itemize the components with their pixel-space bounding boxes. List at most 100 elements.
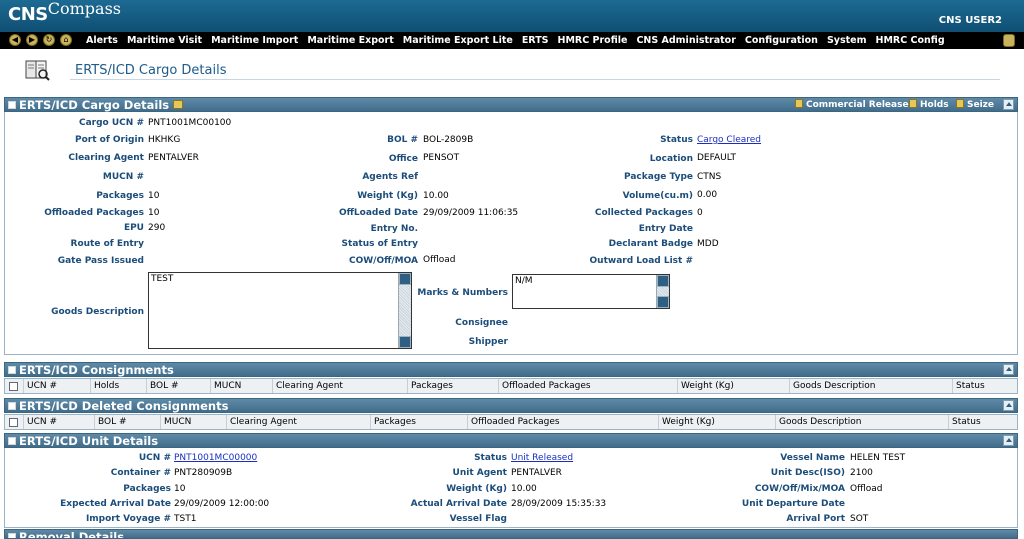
menu-maritime-visit[interactable]: Maritime Visit bbox=[126, 35, 203, 46]
label-epu: EPU bbox=[123, 223, 144, 233]
column-packages[interactable]: Packages bbox=[370, 415, 416, 429]
scroll-up-icon[interactable] bbox=[657, 275, 669, 287]
book-small-icon[interactable] bbox=[173, 100, 184, 109]
goods-description-scrollbar[interactable] bbox=[398, 273, 411, 348]
label-cow-off-moa: COW/Off/MOA bbox=[348, 256, 418, 266]
label-arrival-port: Arrival Port bbox=[786, 514, 845, 524]
value-offloaded-date: 29/09/2009 11:06:35 bbox=[423, 208, 519, 218]
label-entry-date: Entry Date bbox=[638, 224, 693, 234]
label-unit-desc: Unit Desc(ISO) bbox=[770, 468, 845, 478]
book-icon bbox=[25, 60, 50, 81]
value-declarant-badge: MDD bbox=[697, 239, 719, 249]
removal-details-header: Removal Details bbox=[4, 529, 1018, 539]
column-goods-description[interactable]: Goods Description bbox=[775, 415, 862, 429]
label-packages: Packages bbox=[96, 191, 144, 201]
select-all-checkbox[interactable] bbox=[9, 418, 18, 427]
menu-hmrc-config[interactable]: HMRC Config bbox=[875, 35, 945, 46]
value-cow-off-moa: Offload bbox=[423, 255, 456, 265]
column-offloaded-packages[interactable]: Offloaded Packages bbox=[467, 415, 560, 429]
label-cow-off-mix-moa: COW/Off/Mix/MOA bbox=[754, 484, 845, 494]
title-divider bbox=[70, 79, 1000, 80]
column-mucn[interactable]: MUCN bbox=[210, 379, 241, 393]
value-weight: 10.00 bbox=[423, 191, 449, 201]
label-unit-weight: Weight (Kg) bbox=[446, 484, 507, 494]
cargo-details-title: ERTS/ICD Cargo Details bbox=[19, 98, 184, 112]
menu-maritime-export[interactable]: Maritime Export bbox=[307, 35, 394, 46]
column-bol[interactable]: BOL # bbox=[146, 379, 179, 393]
column-packages[interactable]: Packages bbox=[407, 379, 453, 393]
value-actual-arrival: 28/09/2009 15:35:33 bbox=[511, 499, 607, 509]
label-status: Status bbox=[660, 135, 693, 145]
commercial-release-button[interactable]: Commercial Release bbox=[795, 99, 909, 112]
seize-button[interactable]: Seize bbox=[956, 99, 994, 112]
value-arrival-port: SOT bbox=[850, 514, 869, 524]
deleted-consignments-header: ERTS/ICD Deleted Consignments bbox=[4, 398, 1018, 413]
current-user: CNS USER2 bbox=[938, 15, 1002, 26]
status-link[interactable]: Cargo Cleared bbox=[697, 135, 762, 145]
forward-icon[interactable]: ▶ bbox=[26, 34, 38, 46]
collapse-button[interactable] bbox=[1003, 435, 1014, 446]
label-consignee: Consignee bbox=[455, 318, 508, 328]
column-weight[interactable]: Weight (Kg) bbox=[658, 415, 715, 429]
menu-maritime-export-lite[interactable]: Maritime Export Lite bbox=[402, 35, 513, 46]
menu-system[interactable]: System bbox=[826, 35, 867, 46]
label-offloaded-packages: Offloaded Packages bbox=[44, 208, 144, 218]
logo-compass: Compass bbox=[47, 0, 121, 18]
column-clearing-agent[interactable]: Clearing Agent bbox=[226, 415, 297, 429]
unit-status-link[interactable]: Unit Released bbox=[511, 453, 574, 463]
column-clearing-agent[interactable]: Clearing Agent bbox=[272, 379, 343, 393]
value-collected-packages: 0 bbox=[697, 208, 703, 218]
column-holds[interactable]: Holds bbox=[90, 379, 119, 393]
main-menu: Alerts Maritime Visit Maritime Import Ma… bbox=[86, 35, 954, 46]
marks-numbers-textarea[interactable]: N/M bbox=[512, 274, 670, 309]
menu-configuration[interactable]: Configuration bbox=[744, 35, 818, 46]
column-mucn[interactable]: MUCN bbox=[160, 415, 191, 429]
holds-button[interactable]: Holds bbox=[909, 99, 949, 112]
scroll-down-icon[interactable] bbox=[657, 296, 669, 308]
label-offloaded-date: OffLoaded Date bbox=[338, 208, 418, 218]
menu-alerts[interactable]: Alerts bbox=[86, 35, 118, 46]
column-weight[interactable]: Weight (Kg) bbox=[677, 379, 734, 393]
collapse-button[interactable] bbox=[1003, 364, 1014, 375]
menu-maritime-import[interactable]: Maritime Import bbox=[211, 35, 299, 46]
marks-numbers-scrollbar[interactable] bbox=[656, 275, 669, 308]
label-port-of-origin: Port of Origin bbox=[75, 135, 144, 145]
label-package-type: Package Type bbox=[624, 172, 693, 182]
column-bol[interactable]: BOL # bbox=[94, 415, 127, 429]
column-offloaded-packages[interactable]: Offloaded Packages bbox=[498, 379, 591, 393]
value-packages: 10 bbox=[148, 191, 160, 201]
label-actual-arrival: Actual Arrival Date bbox=[410, 499, 507, 509]
deleted-consignments-grid-header: UCN # BOL # MUCN Clearing Agent Packages… bbox=[4, 414, 1018, 430]
column-status[interactable]: Status bbox=[948, 415, 981, 429]
seize-icon bbox=[956, 99, 964, 108]
column-ucn[interactable]: UCN # bbox=[23, 415, 57, 429]
value-volume: 0.00 bbox=[697, 190, 718, 200]
collapse-button[interactable] bbox=[1003, 400, 1014, 411]
value-unit-packages: 10 bbox=[174, 484, 186, 494]
menu-hmrc-profile[interactable]: HMRC Profile bbox=[557, 35, 628, 46]
panel-square-icon bbox=[8, 437, 16, 445]
menu-erts[interactable]: ERTS bbox=[521, 35, 549, 46]
menu-cns-administrator[interactable]: CNS Administrator bbox=[636, 35, 736, 46]
collapse-button[interactable] bbox=[1003, 99, 1014, 110]
scroll-up-icon[interactable] bbox=[399, 273, 411, 285]
help-book-icon[interactable] bbox=[1003, 34, 1015, 47]
column-goods-description[interactable]: Goods Description bbox=[789, 379, 876, 393]
home-icon[interactable]: ⌂ bbox=[60, 34, 72, 46]
back-icon[interactable]: ◀ bbox=[9, 34, 21, 46]
refresh-icon[interactable]: ↻ bbox=[43, 34, 55, 46]
column-ucn[interactable]: UCN # bbox=[23, 379, 57, 393]
select-all-checkbox[interactable] bbox=[9, 382, 18, 391]
label-unit-departure: Unit Departure Date bbox=[741, 499, 845, 509]
label-collected-packages: Collected Packages bbox=[594, 208, 693, 218]
value-office: PENSOT bbox=[423, 153, 460, 163]
value-epu: 290 bbox=[148, 223, 166, 233]
goods-description-textarea[interactable]: TEST bbox=[148, 272, 412, 349]
label-goods-description: Goods Description bbox=[51, 307, 144, 317]
column-status[interactable]: Status bbox=[952, 379, 985, 393]
label-declarant-badge: Declarant Badge bbox=[608, 239, 693, 249]
label-vessel-name: Vessel Name bbox=[780, 453, 845, 463]
unit-ucn-link[interactable]: PNT1001MC00000 bbox=[174, 453, 258, 463]
scroll-down-icon[interactable] bbox=[399, 336, 411, 348]
label-ucn: UCN # bbox=[138, 453, 171, 463]
